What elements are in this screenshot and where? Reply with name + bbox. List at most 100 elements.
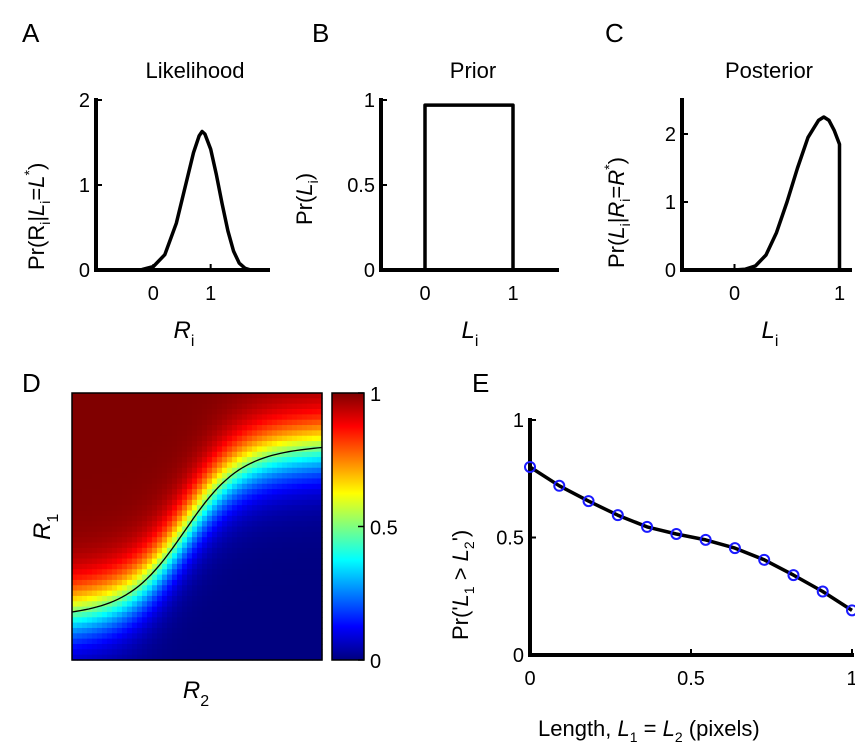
- heatmap-cell: [142, 649, 148, 656]
- heatmap-cell: [167, 521, 173, 528]
- heatmap-cell: [237, 457, 243, 464]
- heatmap-cell: [152, 521, 158, 528]
- heatmap-cell: [282, 435, 288, 442]
- heatmap-cell: [127, 441, 133, 447]
- heatmap-cell: [227, 590, 233, 597]
- heatmap-cell: [102, 457, 108, 464]
- heatmap-cell: [312, 622, 318, 629]
- heatmap-cell: [307, 483, 313, 490]
- panel-b-axes: [379, 98, 559, 272]
- heatmap-cell: [142, 617, 148, 624]
- heatmap-cell: [107, 521, 113, 528]
- heatmap-cell: [122, 649, 128, 656]
- heatmap-cell: [142, 537, 148, 544]
- heatmap-cell: [247, 457, 253, 464]
- heatmap-cell: [237, 403, 243, 410]
- panel-letter-d: D: [22, 368, 41, 398]
- heatmap-cell: [297, 467, 303, 474]
- heatmap-cell: [307, 521, 313, 528]
- heatmap-cell: [232, 403, 238, 410]
- heatmap-cell: [257, 462, 263, 469]
- heatmap-cell: [182, 451, 188, 458]
- heatmap-cell: [152, 585, 158, 592]
- heatmap-cell: [197, 521, 203, 528]
- heatmap-cell: [212, 617, 218, 624]
- heatmap-cell: [137, 633, 143, 640]
- heatmap-cell: [202, 483, 208, 490]
- heatmap-cell: [262, 435, 268, 442]
- heatmap-cell: [227, 430, 233, 437]
- heatmap-cell: [152, 515, 158, 522]
- heatmap-cell: [292, 446, 298, 453]
- heatmap-cell: [157, 654, 163, 661]
- heatmap-cell: [252, 627, 258, 634]
- heatmap-cell: [167, 430, 173, 437]
- heatmap-cell: [257, 409, 263, 415]
- heatmap-cell: [177, 505, 183, 512]
- panel-e-ytick-label-2: 1: [513, 410, 524, 432]
- heatmap-cell: [267, 633, 273, 640]
- colorbar-tick-label-1: 0.5: [370, 518, 398, 540]
- heatmap-cell: [202, 494, 208, 501]
- heatmap-cell: [257, 430, 263, 437]
- heatmap-cell: [122, 542, 128, 549]
- heatmap-cell: [157, 617, 163, 624]
- heatmap-cell: [192, 489, 198, 496]
- heatmap-cell: [287, 489, 293, 496]
- heatmap-cell: [297, 606, 303, 613]
- heatmap-cell: [167, 606, 173, 613]
- heatmap-cell: [92, 617, 98, 624]
- heatmap-cell: [292, 483, 298, 490]
- heatmap-cell: [187, 633, 193, 640]
- heatmap-cell: [237, 531, 243, 538]
- heatmap-cell: [287, 414, 293, 421]
- heatmap-cell: [262, 537, 268, 544]
- heatmap-cell: [117, 510, 123, 517]
- heatmap-cell: [172, 606, 178, 613]
- heatmap-cell: [102, 451, 108, 458]
- heatmap-cell: [117, 585, 123, 592]
- heatmap-cell: [217, 425, 223, 431]
- heatmap-cell: [162, 569, 168, 576]
- heatmap-cell: [72, 574, 78, 581]
- heatmap-cell: [207, 425, 213, 431]
- heatmap-cell: [312, 601, 318, 608]
- heatmap-cell: [162, 553, 168, 560]
- heatmap-cell: [127, 515, 133, 522]
- heatmap-cell: [167, 398, 173, 405]
- heatmap-cell: [147, 574, 153, 581]
- heatmap-cell: [257, 611, 263, 618]
- heatmap-cell: [227, 521, 233, 528]
- heatmap-cell: [137, 462, 143, 469]
- heatmap-cell: [127, 585, 133, 592]
- heatmap-cell: [72, 606, 78, 613]
- heatmap-cell: [232, 451, 238, 458]
- heatmap-cell: [117, 494, 123, 501]
- heatmap-cell: [197, 505, 203, 512]
- heatmap-cell: [187, 606, 193, 613]
- heatmap-cell: [92, 494, 98, 501]
- heatmap-cell: [217, 483, 223, 490]
- heatmap-cell: [132, 585, 138, 592]
- heatmap-cell: [167, 403, 173, 410]
- heatmap-cell: [112, 590, 118, 597]
- heatmap-cell: [252, 633, 258, 640]
- heatmap-cell: [307, 595, 313, 602]
- heatmap-cell: [137, 457, 143, 464]
- heatmap-cell: [122, 553, 128, 560]
- heatmap-cell: [207, 627, 213, 634]
- heatmap-cell: [212, 414, 218, 421]
- heatmap-cell: [207, 430, 213, 437]
- heatmap-cell: [192, 515, 198, 522]
- heatmap-cell: [172, 558, 178, 565]
- heatmap-cell: [237, 563, 243, 570]
- heatmap-cell: [202, 633, 208, 640]
- heatmap-cell: [177, 633, 183, 640]
- heatmap-cell: [72, 649, 78, 656]
- heatmap-cell: [287, 611, 293, 618]
- heatmap-cell: [167, 654, 173, 661]
- heatmap-cell: [287, 595, 293, 602]
- heatmap-cell: [317, 531, 323, 538]
- heatmap-cell: [277, 462, 283, 469]
- heatmap-cell: [157, 531, 163, 538]
